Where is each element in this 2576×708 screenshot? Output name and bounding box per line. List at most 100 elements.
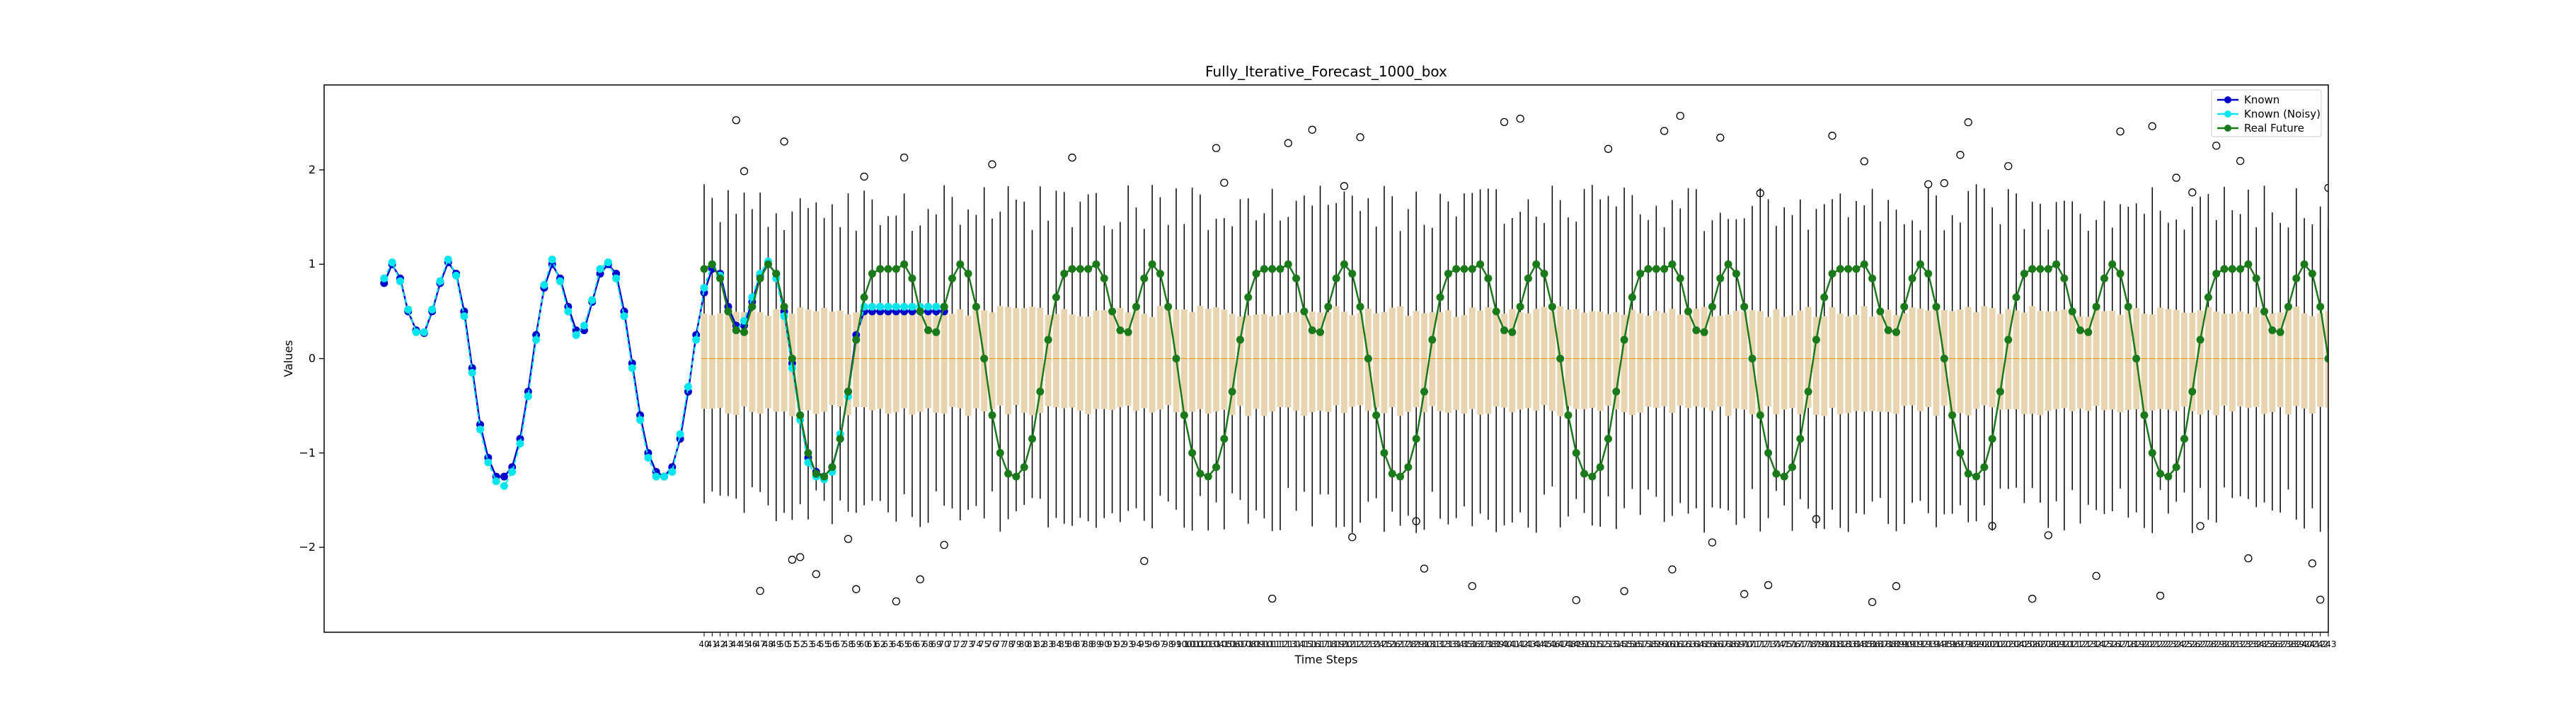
boxplot-box [1853, 314, 1860, 411]
x-tick-label: 172 [1752, 639, 1769, 649]
boxplot [885, 216, 892, 513]
boxplot-outlier [844, 535, 853, 543]
data-point-real-future [2220, 265, 2229, 273]
data-point-real-future [1796, 435, 1805, 443]
boxplot-outlier [1516, 114, 1524, 123]
boxplot [1373, 226, 1380, 498]
data-point-real-future [1644, 265, 1652, 273]
data-point-real-future [1148, 260, 1156, 268]
boxplot-box [1965, 307, 1972, 416]
data-point-known [500, 472, 508, 481]
boxplot-box [1069, 314, 1076, 408]
data-point-real-future [1652, 265, 1660, 273]
x-tick-label: 124 [1368, 639, 1384, 649]
boxplot [1204, 229, 1212, 531]
x-tick-label: 68 [923, 639, 933, 649]
data-point-real-future [1700, 328, 1708, 336]
data-point-real-future [1132, 302, 1140, 311]
boxplot-outlier [2324, 183, 2328, 193]
boxplot [1668, 200, 1677, 573]
boxplot [1348, 195, 1357, 542]
data-point-real-future [1348, 270, 1357, 278]
boxplot-outlier [756, 586, 764, 595]
boxplot-box [2269, 314, 2276, 412]
x-tick-label: 93 [1123, 639, 1134, 649]
x-tick-label: 167 [1712, 639, 1728, 649]
data-point-known-noisy [740, 316, 749, 325]
boxplot-box [2245, 314, 2252, 409]
boxplot [1437, 193, 1444, 519]
x-tick-label: 191 [1904, 639, 1921, 649]
x-tick-label: 240 [2296, 639, 2313, 649]
data-point-real-future [2284, 302, 2292, 311]
boxplot-box [1388, 307, 1396, 408]
boxplot-box [2020, 312, 2028, 414]
data-point-real-future [804, 449, 812, 457]
boxplot [1397, 231, 1403, 526]
boxplot-outlier [1708, 538, 1717, 547]
x-tick-label: 79 [1011, 639, 1021, 649]
x-tick-label: 242 [2312, 639, 2328, 649]
x-tick-label: 170 [1736, 639, 1752, 649]
data-point-known-noisy [580, 321, 588, 330]
boxplot [1260, 213, 1267, 519]
boxplot [1117, 222, 1124, 523]
x-tick-label: 225 [2176, 639, 2192, 649]
boxplot [860, 172, 868, 506]
x-tick-label: 132 [1432, 639, 1449, 649]
boxplot [1637, 214, 1644, 515]
data-point-real-future [2044, 265, 2052, 273]
x-tick-label: 85 [1059, 639, 1069, 649]
boxplot-box [2293, 307, 2300, 406]
x-tick-label: 209 [2048, 639, 2064, 649]
data-point-real-future [2108, 260, 2117, 268]
boxplot [1805, 229, 1812, 509]
data-point-real-future [732, 326, 740, 335]
boxplot-box [1197, 306, 1204, 409]
boxplot-outlier [1500, 118, 1509, 126]
x-tick-label: 62 [875, 639, 885, 649]
boxplot-box [1029, 307, 1035, 416]
x-tick-label: 175 [1776, 639, 1793, 649]
boxplot-box [1725, 314, 1732, 416]
data-point-known-noisy [572, 331, 580, 339]
data-point-real-future [1476, 260, 1485, 268]
data-point-real-future [2132, 355, 2141, 362]
legend-label: Real Future [2244, 122, 2304, 135]
data-point-real-future [1948, 411, 1957, 419]
data-point-real-future [1500, 326, 1509, 335]
data-point-real-future [1596, 463, 1604, 472]
x-tick-label: 100 [1176, 639, 1192, 649]
boxplot-box [1981, 306, 1988, 406]
data-point-real-future [1996, 387, 2004, 396]
boxplot-outlier [1988, 522, 1996, 530]
x-tick-label: 186 [1864, 639, 1880, 649]
boxplot [1933, 195, 1940, 527]
boxplot [2269, 212, 2276, 510]
x-tick-label: 126 [1384, 639, 1401, 649]
boxplot [2172, 173, 2180, 502]
boxplot-outlier [1756, 189, 1764, 198]
data-point-real-future [1916, 260, 1924, 268]
boxplot-box [2037, 311, 2044, 416]
x-tick-label: 121 [1344, 639, 1360, 649]
boxplot-box [2189, 312, 2196, 411]
x-tick-label: 50 [778, 639, 789, 649]
boxplot [2053, 202, 2060, 502]
boxplot-outlier [1828, 132, 1836, 140]
x-tick-label: 117 [1312, 639, 1328, 649]
data-point-real-future [2324, 355, 2328, 362]
data-point-real-future [1932, 302, 1940, 311]
boxplot [1797, 199, 1804, 499]
boxplot-box [1613, 312, 1620, 410]
x-tick-label: 192 [1912, 639, 1928, 649]
data-point-known-noisy [564, 307, 573, 316]
boxplot [756, 193, 764, 595]
boxplot-box [1901, 313, 1908, 406]
boxplot [2069, 201, 2076, 491]
boxplot [1125, 185, 1132, 511]
data-point-real-future [2260, 307, 2269, 316]
boxplot-outlier [2044, 531, 2052, 539]
boxplot-box [1645, 316, 1652, 407]
boxplot-box [1165, 309, 1172, 406]
